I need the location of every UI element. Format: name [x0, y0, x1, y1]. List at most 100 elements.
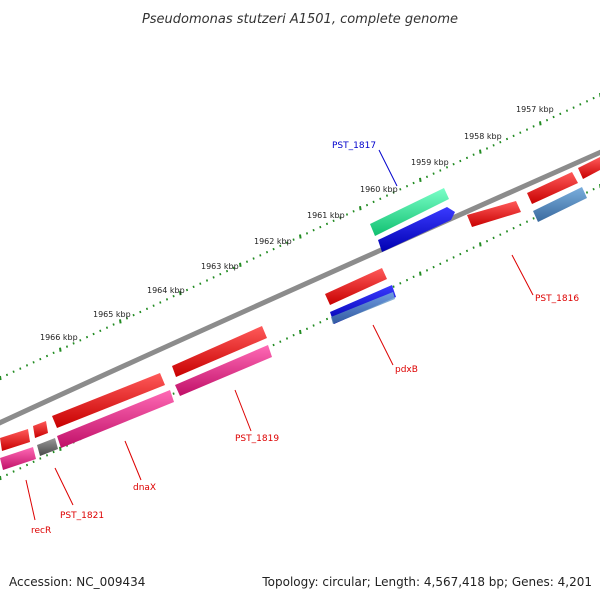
gene-feature[interactable] — [467, 201, 521, 227]
ruler-tick — [159, 301, 162, 304]
ruler-tick — [419, 177, 422, 183]
ruler-tick — [439, 169, 442, 172]
ruler-tick — [559, 112, 562, 116]
kbp-label: 1960 kbp — [360, 185, 398, 194]
cds-feature[interactable] — [37, 438, 58, 456]
ruler-tick — [39, 457, 42, 460]
ruler-tick — [312, 228, 315, 232]
ruler-tick — [272, 247, 275, 251]
gene-label[interactable]: PST_1817 — [332, 141, 376, 151]
ruler-tick — [392, 285, 395, 288]
ruler-tick — [65, 345, 69, 348]
ruler-tick — [385, 194, 389, 197]
kbp-label: 1963 kbp — [201, 262, 239, 271]
ruler-tick — [225, 269, 229, 273]
gene-feature[interactable] — [527, 172, 578, 204]
ruler-tick — [532, 217, 535, 220]
ruler-tick — [112, 323, 115, 326]
ruler-tick — [245, 260, 249, 263]
cds-feature[interactable] — [0, 447, 36, 470]
ruler-tick — [365, 203, 369, 207]
ruler-tick — [379, 197, 382, 201]
cds-feature[interactable] — [378, 207, 455, 252]
ruler-tick — [19, 367, 22, 370]
ruler-tick — [419, 271, 422, 276]
ruler-tick — [132, 313, 135, 317]
ruler-tick — [505, 230, 509, 233]
ruler-tick — [445, 166, 449, 169]
ruler-tick — [592, 96, 595, 100]
genome-summary-text: Topology: circular; Length: 4,567,418 bp… — [261, 575, 592, 589]
gene-feature[interactable] — [325, 268, 387, 305]
ruler-tick — [59, 347, 62, 352]
ruler-tick — [492, 144, 495, 147]
cds-feature[interactable] — [57, 390, 174, 448]
ruler-tick — [479, 242, 482, 247]
gene-feature[interactable] — [33, 421, 48, 438]
ruler-tick — [499, 140, 502, 144]
ruler-tick — [165, 298, 169, 301]
ruler-tick — [332, 219, 335, 223]
gene-feature[interactable] — [0, 429, 30, 451]
gene-label[interactable]: PST_1821 — [60, 511, 104, 521]
cds-feature[interactable] — [370, 188, 449, 236]
gene-feature[interactable] — [172, 326, 267, 377]
ruler-tick — [452, 162, 455, 166]
gene-label[interactable]: PST_1816 — [535, 294, 579, 304]
ruler-tick — [512, 134, 515, 138]
ruler-tick — [172, 294, 175, 298]
ruler-tick — [405, 184, 409, 188]
gene-label[interactable]: dnaX — [133, 483, 156, 493]
ruler-tick — [12, 470, 15, 473]
ruler-tick — [459, 252, 462, 256]
ruler-tick — [412, 275, 415, 279]
ruler-tick — [305, 232, 309, 235]
ruler-tick — [85, 335, 89, 339]
ruler-tick — [32, 361, 35, 364]
ruler-tick — [439, 262, 442, 266]
ruler-tick — [459, 159, 462, 163]
ruler-tick — [212, 276, 215, 279]
ruler-tick — [432, 172, 435, 175]
ruler-tick — [479, 149, 482, 154]
ruler-tick — [345, 213, 349, 216]
ruler-tick — [279, 340, 282, 343]
ruler-tick — [405, 278, 409, 282]
ruler-tick — [279, 244, 282, 248]
outer-ruler-ticks — [0, 93, 600, 381]
gene-feature[interactable] — [578, 157, 600, 179]
ruler-tick — [399, 188, 402, 191]
gene-label[interactable]: PST_1819 — [235, 434, 279, 444]
gene-label[interactable]: recR — [31, 526, 51, 536]
ruler-tick — [525, 220, 529, 223]
gene-feature[interactable] — [52, 373, 165, 428]
cds-feature[interactable] — [175, 345, 272, 396]
ruler-tick — [299, 234, 302, 239]
ruler-tick — [359, 206, 362, 211]
ruler-tick — [485, 239, 489, 243]
gene-label[interactable]: pdxB — [395, 365, 418, 375]
ruler-tick — [219, 272, 222, 276]
kbp-label: 1966 kbp — [40, 333, 78, 342]
cds-feature[interactable] — [533, 187, 587, 222]
ruler-tick — [0, 375, 2, 381]
ruler-tick — [425, 175, 429, 179]
ruler-tick — [92, 332, 95, 336]
kbp-label: 1962 kbp — [254, 237, 292, 246]
ruler-tick — [585, 100, 589, 103]
ruler-tick — [372, 200, 375, 204]
ruler-tick — [579, 103, 582, 106]
ruler-tick — [19, 467, 22, 470]
ruler-tick — [392, 191, 395, 194]
gene-labels: PST_1817 PST_1816 pdxB PST_1819 dnaX PST… — [25, 141, 579, 536]
ruler-tick — [412, 181, 415, 185]
ruler-tick — [72, 342, 75, 345]
ruler-tick — [299, 329, 302, 335]
ruler-tick — [585, 191, 589, 194]
kbp-label: 1959 kbp — [411, 158, 449, 167]
cds-feature[interactable] — [331, 292, 395, 324]
ruler-tick — [499, 233, 502, 236]
cds-features — [0, 187, 587, 470]
kbp-label: 1961 kbp — [307, 211, 345, 220]
